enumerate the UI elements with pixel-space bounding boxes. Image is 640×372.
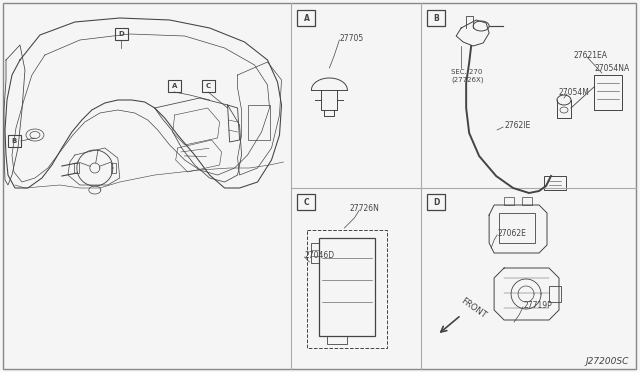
Text: J27200SC: J27200SC [586,357,629,366]
Bar [504,197,514,205]
Text: 27046D: 27046D [305,250,335,260]
Text: 27621EA: 27621EA [574,51,608,60]
Bar [202,80,214,92]
Bar [115,28,128,40]
Bar [522,197,532,205]
Bar [8,135,21,147]
Bar [248,105,269,140]
Bar [428,10,445,26]
Bar [328,336,348,344]
Bar [298,194,316,210]
Bar [298,10,316,26]
Bar [312,243,319,263]
Bar [319,238,375,336]
Text: D: D [433,198,440,206]
Text: C: C [303,198,309,206]
Bar [499,213,535,243]
Bar [549,286,561,302]
Text: A: A [172,83,177,89]
Bar [594,75,622,110]
Text: D: D [118,31,124,37]
Bar [428,194,445,210]
Text: 27062E: 27062E [497,228,526,237]
Text: A: A [303,13,309,22]
Bar [168,80,180,92]
Text: 27719P: 27719P [523,301,552,310]
Text: 27705: 27705 [339,33,364,42]
Text: B: B [12,138,17,144]
Text: SEC. 270: SEC. 270 [451,69,483,75]
Text: (27726X): (27726X) [451,77,484,83]
Bar [544,176,566,190]
Text: FRONT: FRONT [459,296,488,320]
Text: B: B [433,13,439,22]
Text: 27726N: 27726N [349,203,380,212]
Text: 2762lE: 2762lE [504,121,531,129]
Text: 27054NA: 27054NA [595,64,630,73]
Bar [307,230,387,348]
Text: 27054M: 27054M [559,87,590,96]
Text: C: C [205,83,211,89]
